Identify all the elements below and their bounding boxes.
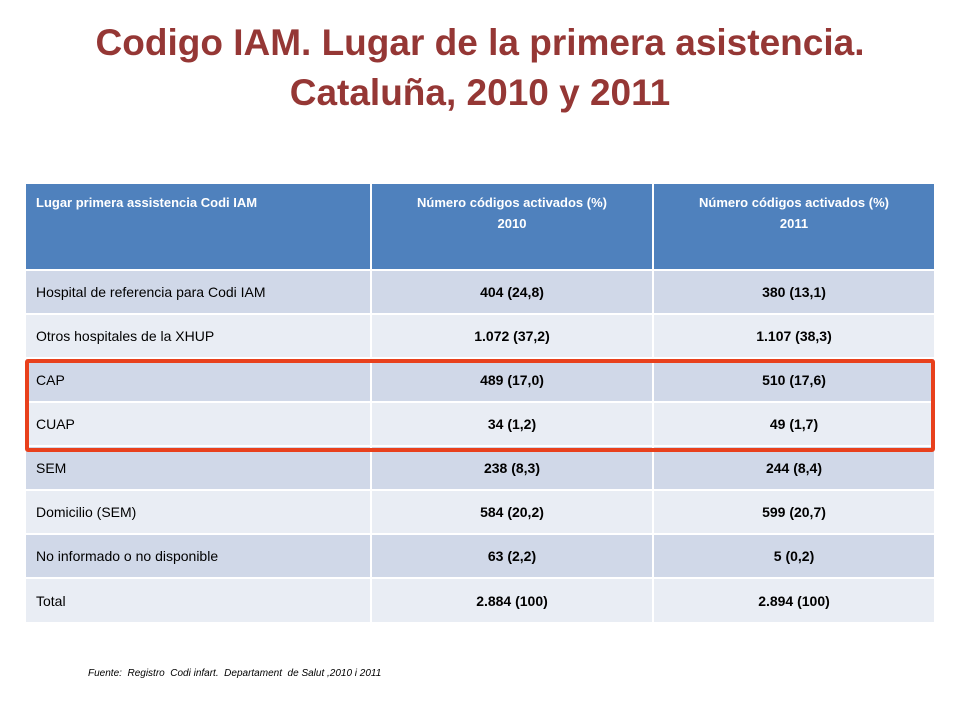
row-label: No informado o no disponible: [26, 533, 372, 578]
table-header-row: Lugar primera assistencia Codi IAM Númer…: [26, 184, 934, 270]
table-row: CUAP 34 (1,2) 49 (1,7): [26, 401, 934, 446]
row-label: Domicilio (SEM): [26, 489, 372, 534]
table-row: CAP 489 (17,0) 510 (17,6): [26, 357, 934, 402]
header-codes-2011: Número códigos activados (%) 2011: [653, 184, 934, 270]
row-value-2010: 404 (24,8): [371, 269, 654, 314]
row-value-2010: 63 (2,2): [371, 533, 654, 578]
table-row-total: Total 2.884 (100) 2.894 (100): [26, 577, 934, 622]
row-value-2010: 489 (17,0): [371, 357, 654, 402]
row-label: Total: [26, 577, 372, 622]
source-note: Fuente: Registro Codi infart. Departamen…: [88, 668, 382, 679]
table-row: Otros hospitales de la XHUP 1.072 (37,2)…: [26, 313, 934, 358]
header-codes-2010-label: Número códigos activados (%): [417, 195, 607, 210]
table-row: Hospital de referencia para Codi IAM 404…: [26, 269, 934, 314]
slide-title: Codigo IAM. Lugar de la primera asistenc…: [40, 18, 920, 118]
row-value-2010: 238 (8,3): [371, 445, 654, 490]
row-value-2011: 5 (0,2): [653, 533, 934, 578]
row-value-2011: 244 (8,4): [653, 445, 934, 490]
table-row: Domicilio (SEM) 584 (20,2) 599 (20,7): [26, 489, 934, 534]
table-row: SEM 238 (8,3) 244 (8,4): [26, 445, 934, 490]
row-value-2011: 1.107 (38,3): [653, 313, 934, 358]
header-codes-2010: Número códigos activados (%) 2010: [371, 184, 654, 270]
row-label: Otros hospitales de la XHUP: [26, 313, 372, 358]
header-codes-2010-year: 2010: [497, 216, 527, 231]
header-place: Lugar primera assistencia Codi IAM: [26, 184, 372, 270]
row-label: SEM: [26, 445, 372, 490]
activation-codes-table: Lugar primera assistencia Codi IAM Númer…: [26, 184, 934, 622]
row-value-2010: 2.884 (100): [371, 577, 654, 622]
header-codes-2011-label: Número códigos activados (%): [699, 195, 889, 210]
row-label: CAP: [26, 357, 372, 402]
row-value-2011: 2.894 (100): [653, 577, 934, 622]
header-codes-2011-year: 2011: [779, 216, 809, 231]
row-label: CUAP: [26, 401, 372, 446]
row-value-2011: 49 (1,7): [653, 401, 934, 446]
row-value-2010: 34 (1,2): [371, 401, 654, 446]
row-label: Hospital de referencia para Codi IAM: [26, 269, 372, 314]
title-line-2: Cataluña, 2010 y 2011: [289, 72, 671, 113]
row-value-2011: 599 (20,7): [653, 489, 934, 534]
row-value-2010: 584 (20,2): [371, 489, 654, 534]
table-row: No informado o no disponible 63 (2,2) 5 …: [26, 533, 934, 578]
title-line-1: Codigo IAM. Lugar de la primera asistenc…: [95, 22, 865, 63]
row-value-2011: 510 (17,6): [653, 357, 934, 402]
row-value-2010: 1.072 (37,2): [371, 313, 654, 358]
row-value-2011: 380 (13,1): [653, 269, 934, 314]
